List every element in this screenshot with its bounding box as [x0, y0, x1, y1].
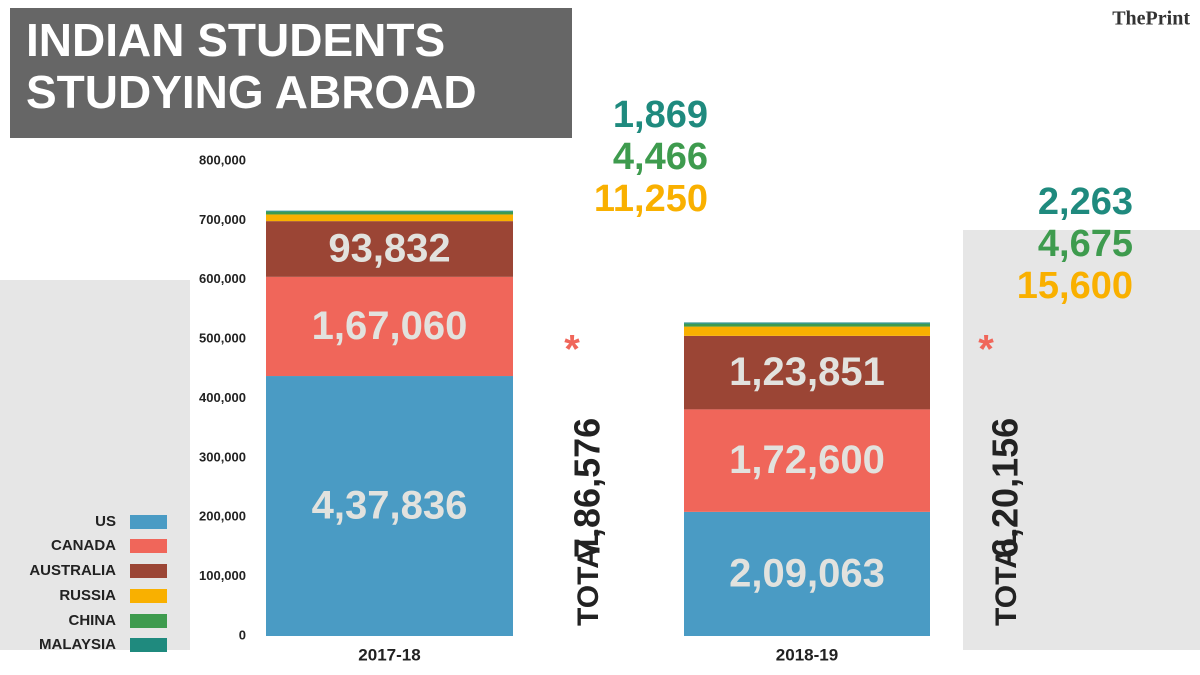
legend-label: MALAYSIA	[39, 636, 116, 653]
value-label: 2,09,063	[729, 551, 885, 595]
y-tick-label: 0	[239, 627, 246, 642]
legend-swatch	[130, 614, 167, 628]
bar-segment	[684, 322, 930, 324]
chart-title: STUDYING ABROAD	[26, 66, 477, 118]
legend-swatch	[130, 589, 167, 603]
background-photo	[0, 280, 190, 650]
legend-swatch	[130, 564, 167, 578]
value-label: 15,600	[1017, 265, 1133, 307]
total-note: *	[564, 328, 580, 372]
y-tick-label: 200,000	[199, 509, 246, 524]
value-label: 4,37,836	[312, 484, 468, 528]
bar-segment	[266, 376, 513, 636]
bar-segment	[266, 211, 513, 215]
legend-label: AUSTRALIA	[29, 562, 116, 579]
total-label: TOTAL	[572, 529, 605, 626]
bar-segment	[684, 511, 930, 636]
bar-segment	[684, 409, 930, 512]
bar-segment	[684, 326, 930, 336]
y-tick-label: 300,000	[199, 449, 246, 464]
value-label: 93,832	[328, 227, 450, 271]
x-tick-label: 2017-18	[358, 645, 420, 664]
legend-label: RUSSIA	[59, 587, 116, 604]
source-logo: ThePrint	[1112, 8, 1190, 30]
bar-segment	[266, 214, 513, 222]
value-label: 4,675	[1038, 223, 1133, 265]
background-photo	[963, 230, 1200, 650]
bar-segment	[266, 221, 513, 277]
legend-label: CANADA	[51, 537, 116, 554]
value-label: 1,72,600	[729, 438, 885, 482]
total-value: 7,86,576	[567, 418, 608, 558]
y-tick-label: 500,000	[199, 331, 246, 346]
legend-swatch	[130, 515, 167, 529]
total-label: TOTAL	[990, 529, 1023, 626]
value-label: 1,67,060	[312, 304, 468, 348]
y-tick-label: 600,000	[199, 271, 246, 286]
chart-title: INDIAN STUDENTS	[26, 14, 445, 66]
y-tick-label: 800,000	[199, 152, 246, 167]
y-tick-label: 100,000	[199, 568, 246, 583]
value-label: 11,250	[594, 178, 708, 220]
y-tick-label: 400,000	[199, 390, 246, 405]
y-tick-label: 700,000	[199, 212, 246, 227]
legend-label: US	[95, 513, 116, 530]
legend-swatch	[130, 638, 167, 652]
total-note: *	[978, 328, 994, 372]
x-tick-label: 2018-19	[776, 645, 838, 664]
value-label: 1,23,851	[729, 350, 885, 394]
legend-label: CHINA	[69, 612, 117, 629]
value-label: 1,869	[613, 94, 708, 136]
value-label: 4,466	[613, 136, 708, 178]
bar-segment	[684, 335, 930, 410]
total-value: 6,20,156	[985, 418, 1026, 558]
bar-segment	[684, 323, 930, 327]
bar-segment	[266, 210, 513, 212]
bar-segment	[266, 276, 513, 377]
title-box	[10, 8, 572, 138]
legend-swatch	[130, 539, 167, 553]
value-label: 2,263	[1038, 181, 1133, 223]
